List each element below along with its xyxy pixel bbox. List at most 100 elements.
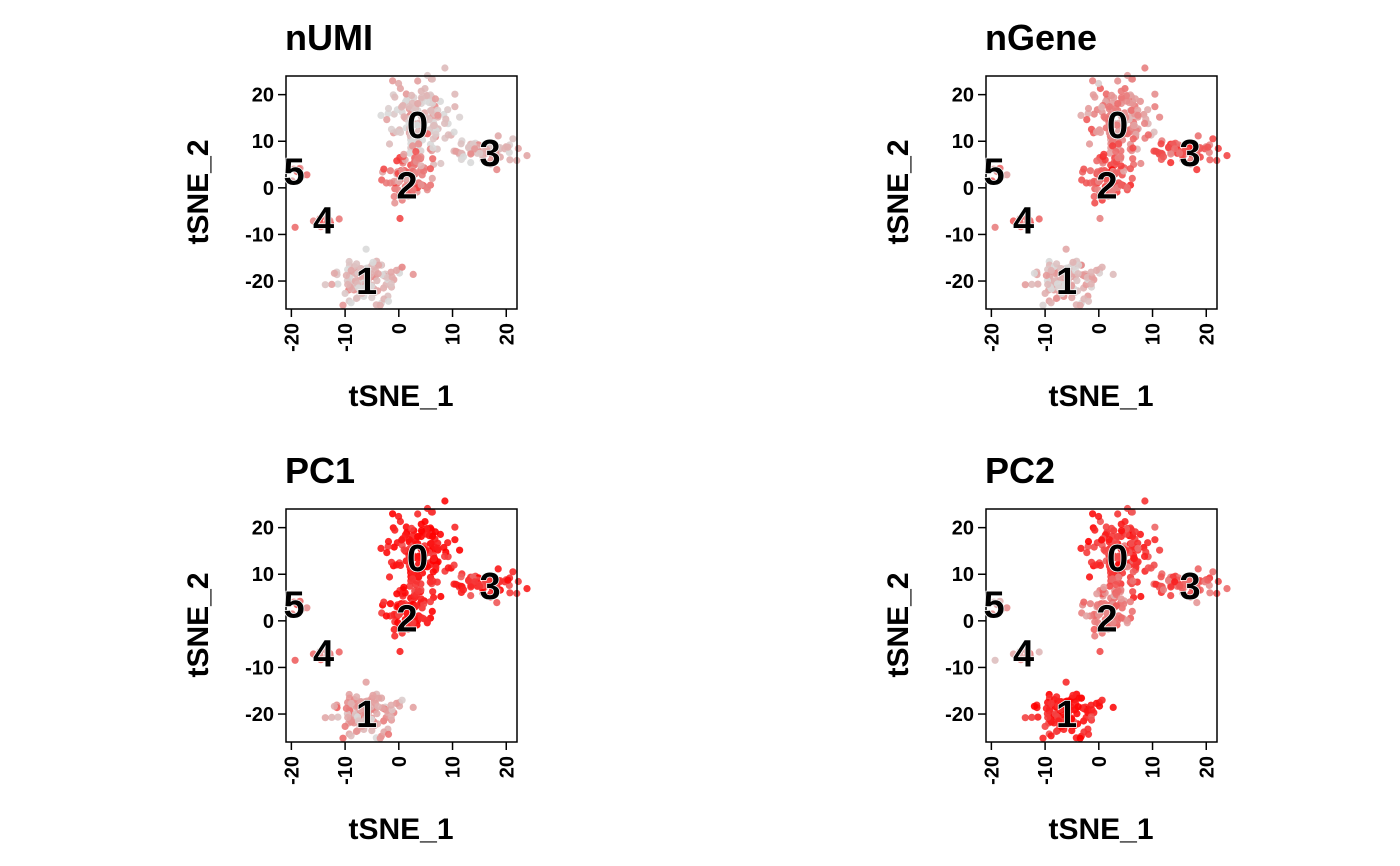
data-point: [391, 199, 399, 207]
data-point: [1107, 563, 1115, 571]
data-point: [1077, 111, 1085, 119]
data-point: [1106, 582, 1114, 590]
data-point: [412, 169, 420, 177]
x-axis-title: tSNE_1: [348, 380, 453, 413]
data-point: [355, 717, 363, 725]
cluster-label-4: 4: [1013, 201, 1034, 243]
data-point: [395, 79, 403, 88]
data-point: [387, 268, 395, 276]
data-point: [398, 103, 406, 111]
data-point: [1100, 113, 1108, 121]
data-point: [347, 699, 355, 708]
panel-title: nUMI: [285, 17, 373, 58]
y-axis-title: tSNE_2: [882, 139, 915, 244]
data-point: [988, 610, 996, 618]
data-point: [417, 527, 426, 535]
data-point: [390, 192, 398, 201]
data-point: [1086, 600, 1094, 608]
data-point: [373, 710, 381, 718]
data-point: [1042, 704, 1050, 712]
data-point: [1093, 157, 1101, 165]
data-point: [1141, 64, 1149, 72]
data-point: [494, 132, 502, 140]
data-point: [391, 632, 399, 640]
data-point: [429, 144, 437, 152]
data-point: [1058, 289, 1066, 297]
y-tick-label: 10: [252, 131, 274, 153]
data-point: [1114, 100, 1122, 108]
data-point: [1122, 113, 1130, 121]
data-point: [389, 510, 397, 518]
data-point: [328, 713, 336, 721]
data-point: [1057, 265, 1065, 273]
data-point: [414, 533, 422, 541]
data-point: [1194, 132, 1202, 140]
data-point: [456, 113, 464, 121]
data-point: [297, 607, 305, 615]
y-tick-label: 0: [963, 178, 974, 200]
data-point: [1123, 563, 1132, 571]
data-point: [1131, 528, 1139, 536]
cluster-label-4: 4: [313, 201, 334, 243]
data-point: [1151, 90, 1159, 98]
data-point: [428, 508, 436, 516]
data-point: [356, 272, 364, 281]
x-tick-label: -20: [281, 756, 303, 785]
data-point: [412, 148, 420, 156]
data-point: [467, 159, 475, 167]
data-point: [1091, 199, 1099, 207]
data-point: [330, 269, 338, 277]
panel-pc1: PC1 -20 -20 -10 -10 0 0 10 10 20 20 0 1 2 3 45 tSNE_1…: [182, 450, 531, 846]
data-point: [417, 614, 425, 622]
data-point: [995, 598, 1003, 606]
data-point: [382, 612, 390, 620]
data-point: [430, 554, 438, 563]
data-point: [459, 153, 468, 161]
data-point: [1167, 159, 1175, 167]
data-point: [437, 592, 445, 601]
data-point: [1159, 153, 1168, 161]
data-point: [1123, 616, 1131, 625]
data-point: [1017, 223, 1025, 231]
data-point: [1194, 565, 1202, 573]
data-point: [429, 577, 437, 585]
data-point: [1126, 165, 1134, 173]
data-point: [406, 582, 414, 590]
data-point: [1021, 714, 1029, 722]
x-tick-label: -20: [981, 756, 1003, 785]
x-tick-label: -10: [1035, 323, 1057, 352]
data-point: [414, 587, 422, 595]
data-point: [506, 156, 514, 164]
data-point: [1134, 539, 1142, 547]
y-tick-label: -10: [245, 657, 274, 679]
data-point: [407, 130, 415, 138]
cluster-label-5: 5: [284, 152, 305, 194]
data-point: [1100, 150, 1108, 158]
data-point: [451, 103, 459, 111]
data-point: [414, 154, 422, 162]
x-tick-label: 10: [443, 323, 465, 345]
data-point: [375, 694, 383, 702]
data-point: [334, 713, 342, 721]
data-point: [408, 91, 416, 99]
data-point: [1144, 564, 1152, 572]
data-point: [413, 121, 421, 129]
data-point: [291, 656, 299, 664]
data-point: [1105, 124, 1114, 132]
data-point: [422, 113, 430, 121]
data-point: [1130, 121, 1138, 130]
data-point: [1052, 294, 1060, 303]
data-point: [1113, 554, 1121, 562]
data-point: [1144, 539, 1152, 547]
data-point: [429, 588, 437, 596]
data-point: [1086, 167, 1094, 175]
data-point: [386, 600, 394, 608]
data-point: [444, 131, 452, 139]
data-point: [1109, 619, 1117, 627]
x-tick-label: 20: [496, 756, 518, 778]
data-point: [487, 156, 495, 164]
data-point: [1150, 561, 1158, 569]
